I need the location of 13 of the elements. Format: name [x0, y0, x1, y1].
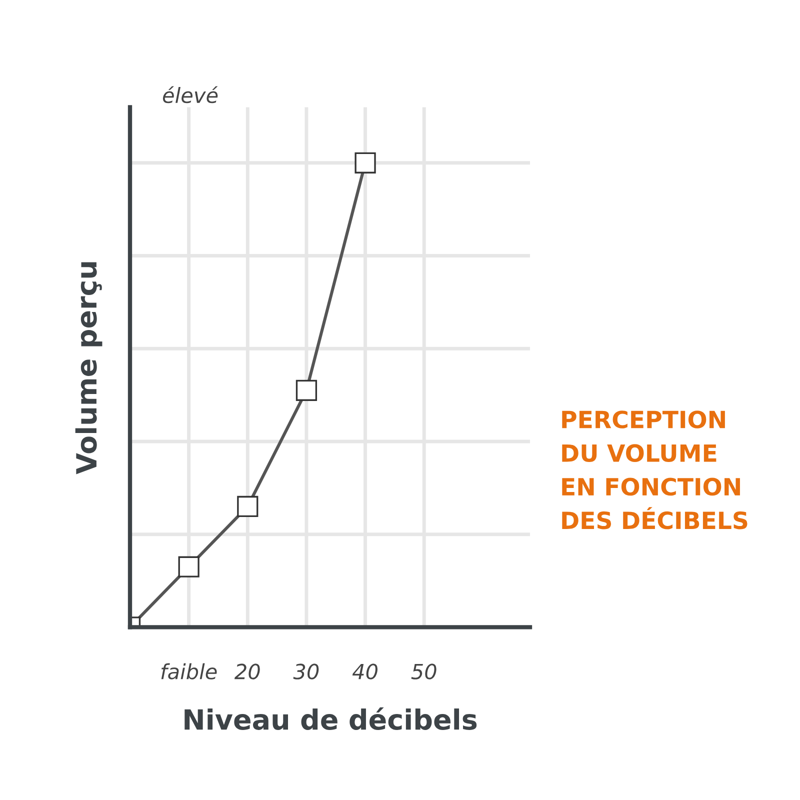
x-tick-label: 20 — [234, 664, 260, 680]
point — [296, 380, 318, 401]
point — [178, 556, 200, 578]
point — [354, 152, 376, 174]
point — [237, 496, 258, 518]
text: PERCEPTION DU VOLUME EN FONCTION DES DÉCIBELS — [562, 410, 748, 530]
y-axis-title: Volume perçu — [75, 262, 102, 474]
x-tick-label: 30 — [293, 664, 319, 680]
x-tick-label: 40 — [352, 664, 378, 680]
text: élevé — [162, 86, 218, 104]
x-axis-title: Niveau de décibels — [184, 707, 477, 730]
x-tick-label: faible — [161, 663, 217, 680]
x-tick-label: 50 — [411, 664, 436, 680]
